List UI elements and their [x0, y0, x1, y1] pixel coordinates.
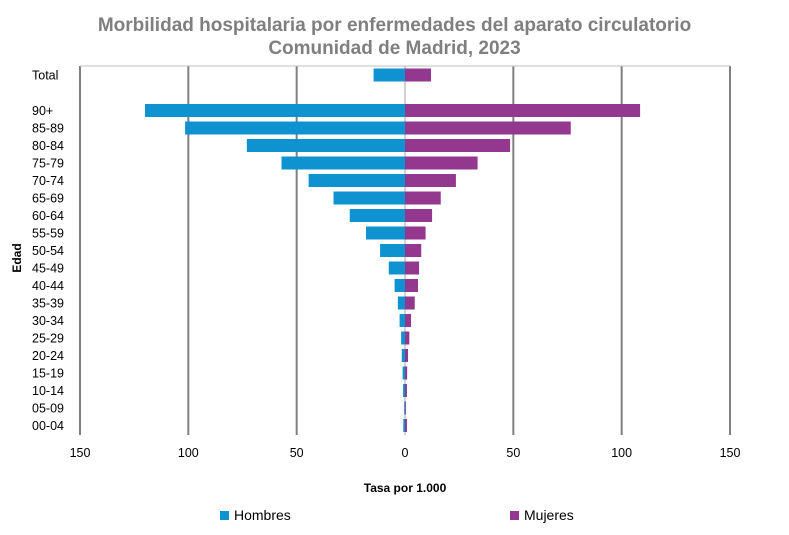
y-axis-label: Edad: [10, 243, 24, 272]
y-tick-label-65-69: 65-69: [32, 192, 64, 206]
x-tick-label-4: 50: [506, 446, 520, 460]
bar-mujeres-10-14: [405, 384, 407, 397]
bar-mujeres-40-44: [405, 279, 418, 292]
bar-mujeres-70-74: [405, 174, 456, 187]
y-tick-label-20-24: 20-24: [32, 349, 64, 363]
bar-mujeres-25-29: [405, 331, 410, 345]
y-tick-label-15-19: 15-19: [32, 367, 64, 381]
y-tick-label-05-09: 05-09: [32, 402, 64, 416]
legend-item-mujeres: Mujeres: [510, 507, 574, 523]
x-tick-label-0: 150: [70, 446, 91, 460]
bar-mujeres-55-59: [405, 226, 426, 240]
bar-hombres-85-89: [185, 121, 405, 135]
legend-label-hombres: Hombres: [234, 507, 291, 523]
bar-mujeres-65-69: [405, 191, 441, 205]
bar-mujeres-20-24: [405, 349, 409, 362]
chart-title-line1: Morbilidad hospitalaria por enfermedades…: [97, 15, 692, 36]
bar-hombres-10-14: [403, 384, 405, 397]
bar-mujeres-00-04: [405, 419, 407, 432]
bar-hombres-00-04: [403, 419, 405, 432]
bar-hombres-total: [373, 68, 405, 82]
bar-hombres-65-69: [333, 191, 405, 205]
bar-hombres-20-24: [401, 349, 405, 362]
legend-label-mujeres: Mujeres: [524, 507, 574, 523]
bar-mujeres-15-19: [405, 366, 408, 380]
bar-mujeres-total: [405, 68, 431, 82]
y-tick-label-45-49: 45-49: [32, 262, 64, 276]
bar-mujeres-05-09: [405, 401, 406, 415]
y-tick-label-total: Total: [32, 69, 58, 83]
legend-swatch-hombres: [220, 510, 229, 520]
bar-mujeres-80-84: [405, 139, 511, 152]
y-tick-label-40-44: 40-44: [32, 279, 64, 293]
y-tick-labels: Total 90+ 85-89 80-84 75-79 70-74 65-69 60-64 55…: [32, 69, 64, 434]
bar-hombres-05-09: [404, 401, 405, 415]
bars: [145, 68, 641, 432]
y-tick-label-50-54: 50-54: [32, 244, 64, 258]
bar-hombres-45-49: [388, 261, 405, 275]
y-tick-label-25-29: 25-29: [32, 332, 64, 346]
bar-hombres-40-44: [394, 279, 405, 292]
bar-hombres-80-84: [246, 139, 405, 152]
bar-hombres-15-19: [402, 366, 405, 380]
y-tick-label-80-84: 80-84: [32, 139, 64, 153]
bar-mujeres-75-79: [405, 156, 478, 170]
y-tick-label-30-34: 30-34: [32, 314, 64, 328]
bar-hombres-25-29: [401, 331, 405, 345]
bar-hombres-60-64: [349, 209, 405, 222]
legend-swatch-mujeres: [510, 510, 519, 520]
y-tick-label-60-64: 60-64: [32, 209, 64, 223]
x-tick-labels: 150 100 50 0 50 100 150: [70, 446, 741, 460]
y-tick-label-90+: 90+: [32, 104, 53, 118]
y-tick-label-75-79: 75-79: [32, 157, 64, 171]
bar-mujeres-35-39: [405, 296, 415, 310]
x-axis-label: Tasa por 1.000: [364, 481, 447, 495]
bar-mujeres-50-54: [405, 244, 422, 257]
bar-mujeres-30-34: [405, 314, 412, 327]
bar-mujeres-45-49: [405, 261, 420, 275]
y-tick-label-85-89: 85-89: [32, 122, 64, 136]
bar-mujeres-90+: [405, 104, 641, 117]
bar-hombres-50-54: [380, 244, 405, 257]
x-tick-label-6: 150: [720, 446, 741, 460]
bar-hombres-30-34: [399, 314, 405, 327]
y-tick-label-35-39: 35-39: [32, 297, 64, 311]
bar-mujeres-60-64: [405, 209, 433, 222]
bar-hombres-75-79: [281, 156, 405, 170]
bar-hombres-35-39: [397, 296, 405, 310]
bar-hombres-70-74: [308, 174, 405, 187]
y-tick-label-10-14: 10-14: [32, 384, 64, 398]
bar-hombres-55-59: [366, 226, 405, 240]
x-tick-label-3: 0: [402, 446, 409, 460]
x-tick-label-2: 50: [290, 446, 304, 460]
legend-item-hombres: Hombres: [220, 507, 291, 523]
y-tick-label-70-74: 70-74: [32, 174, 64, 188]
x-tick-label-5: 100: [611, 446, 632, 460]
x-tick-label-1: 100: [178, 446, 199, 460]
y-tick-label-55-59: 55-59: [32, 227, 64, 241]
chart-title-line2: Comunidad de Madrid, 2023: [268, 38, 521, 59]
y-tick-label-00-04: 00-04: [32, 419, 64, 433]
bar-mujeres-85-89: [405, 121, 571, 135]
bar-hombres-90+: [145, 104, 405, 117]
